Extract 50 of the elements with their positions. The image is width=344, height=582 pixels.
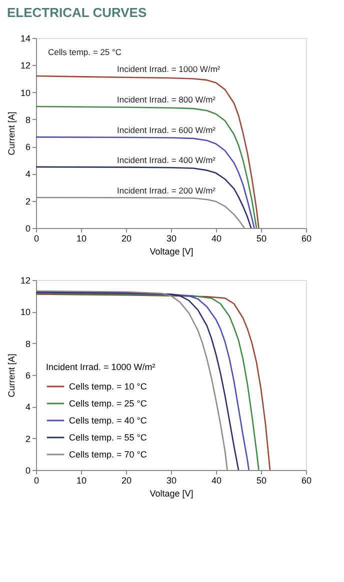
x-tick-label: 60	[301, 234, 312, 244]
y-tick-label: 8	[25, 114, 30, 125]
y-tick-label: 6	[25, 370, 30, 380]
series-label: Incident Irrad. = 800 W/m²	[117, 94, 216, 105]
line-series	[35, 75, 260, 229]
x-tick-label: 50	[256, 476, 267, 486]
legend-label: Cells temp. = 25 °C	[69, 398, 148, 408]
y-tick-label: 4	[25, 402, 30, 412]
x-tick-label: 40	[211, 476, 222, 486]
y-tick-label: 10	[20, 88, 30, 98]
legend-label: Cells temp. = 70 °C	[69, 450, 148, 460]
y-tick-label: 8	[25, 338, 30, 349]
y-axis-title: Current [A]	[6, 354, 16, 398]
x-tick-label: 10	[76, 234, 87, 244]
legend-label: Cells temp. = 55 °C	[69, 432, 148, 442]
legend-label: Cells temp. = 40 °C	[69, 416, 148, 426]
y-tick-label: 10	[20, 307, 30, 318]
x-tick-label: 0	[34, 234, 40, 244]
series-label: Incident Irrad. = 600 W/m²	[117, 125, 216, 136]
y-tick-label: 2	[25, 196, 30, 206]
line-series	[35, 106, 258, 229]
chart-title: ELECTRICAL CURVES	[6, 5, 147, 20]
y-tick-label: 2	[25, 434, 30, 444]
annotation: Cells temp. = 25 °C	[48, 47, 122, 57]
legend-label: Cells temp. = 10 °C	[69, 382, 148, 392]
y-tick-label: 14	[20, 34, 30, 44]
line-series	[35, 136, 255, 229]
y-tick-label: 12	[20, 60, 30, 71]
x-tick-label: 0	[34, 476, 40, 486]
series-label: Incident Irrad. = 1000 W/m²	[117, 64, 220, 74]
y-tick-label: 6	[25, 142, 30, 152]
series-label: Incident Irrad. = 200 W/m²	[117, 185, 216, 196]
y-tick-label: 4	[25, 169, 30, 180]
x-axis-title: Voltage [V]	[150, 488, 194, 498]
y-tick-label: 12	[20, 276, 30, 286]
x-tick-label: 60	[301, 476, 312, 486]
line-series	[35, 166, 252, 229]
x-tick-label: 50	[256, 234, 267, 244]
legend-title: Incident Irrad. = 1000 W/m²	[46, 362, 156, 372]
x-tick-label: 20	[121, 476, 132, 486]
x-tick-label: 30	[166, 234, 177, 244]
x-tick-label: 40	[211, 234, 222, 244]
x-tick-label: 20	[121, 234, 132, 244]
x-tick-label: 10	[76, 476, 87, 486]
y-tick-label: 0	[25, 466, 30, 476]
y-axis-title: Current [A]	[6, 112, 16, 156]
x-tick-label: 30	[166, 476, 177, 486]
series-label: Incident Irrad. = 400 W/m²	[117, 154, 216, 165]
y-tick-label: 0	[25, 224, 30, 234]
x-axis-title: Voltage [V]	[150, 246, 194, 256]
